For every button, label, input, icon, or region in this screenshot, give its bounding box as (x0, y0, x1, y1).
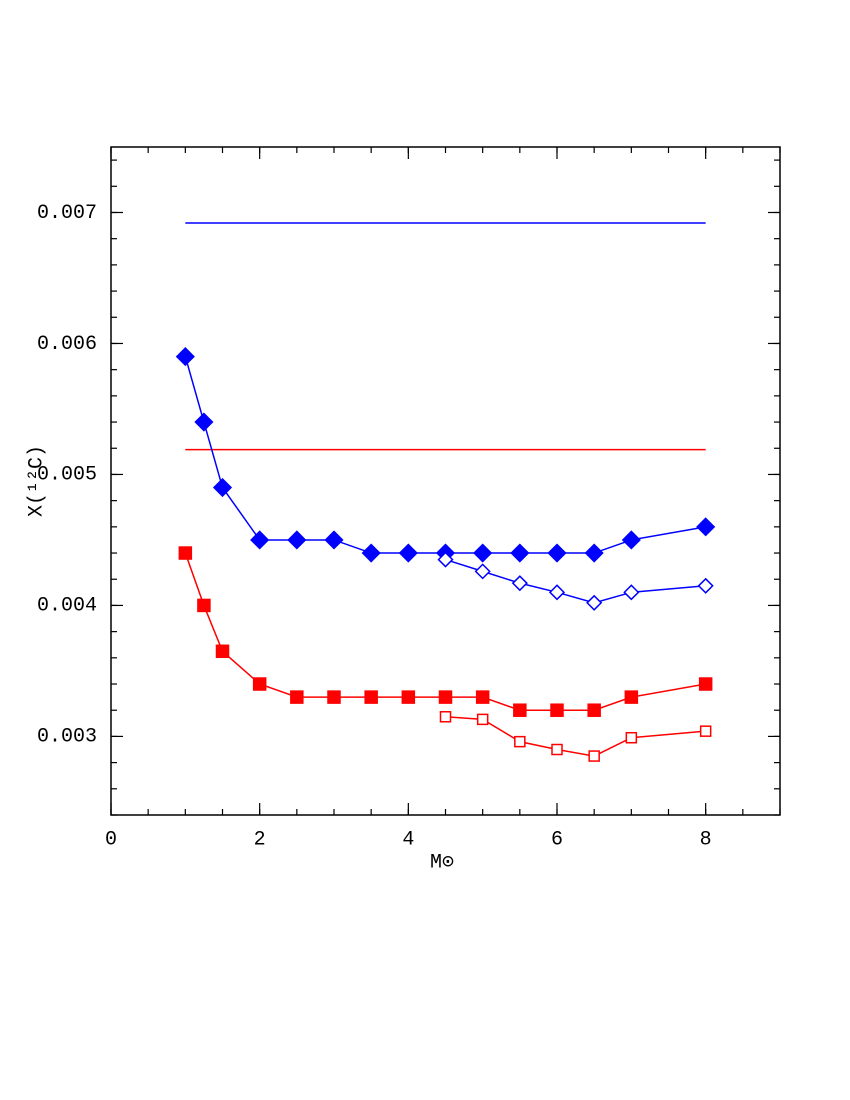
point-marker (584, 543, 604, 563)
point-marker (324, 530, 344, 550)
point-marker (197, 598, 211, 613)
point-marker (625, 731, 638, 744)
point-marker (287, 530, 307, 550)
point-marker (624, 690, 639, 704)
y-axis-label: X(¹²C) (25, 445, 48, 517)
point-marker (621, 530, 641, 550)
y-tick-label: 0.005 (37, 464, 97, 487)
x-axis-label: M⊙ (430, 851, 454, 874)
y-tick-label: 0.007 (37, 202, 97, 225)
point-marker (475, 690, 490, 704)
point-marker (696, 517, 716, 537)
point-marker (697, 577, 714, 594)
point-marker (587, 703, 601, 717)
x-tick-label: 4 (402, 828, 414, 851)
point-marker (438, 690, 453, 704)
point-marker (513, 703, 527, 717)
point-marker (398, 543, 418, 563)
point-marker (474, 563, 491, 580)
point-marker (212, 477, 233, 498)
point-marker (476, 713, 489, 726)
point-marker (514, 735, 526, 748)
point-marker (361, 543, 381, 563)
x-tick-label: 2 (254, 828, 266, 851)
point-marker (327, 690, 341, 704)
x-tick-label: 6 (551, 828, 563, 851)
point-marker (510, 543, 530, 563)
point-marker (588, 750, 600, 762)
point-marker (194, 412, 214, 432)
series-line (184, 356, 706, 554)
point-marker (175, 347, 195, 367)
point-marker (215, 644, 230, 659)
point-marker (364, 690, 378, 704)
point-marker (586, 594, 603, 611)
x-tick-label: 8 (700, 828, 712, 851)
point-marker (473, 543, 493, 563)
point-marker (623, 584, 640, 601)
point-marker (437, 551, 454, 568)
point-marker (439, 711, 452, 723)
point-marker (401, 690, 416, 704)
y-tick-label: 0.003 (37, 726, 97, 749)
point-marker (252, 677, 267, 691)
y-tick-label: 0.006 (37, 333, 97, 356)
point-marker (551, 743, 563, 756)
point-marker (547, 543, 567, 563)
x-tick-label: 0 (105, 828, 117, 851)
point-marker (550, 703, 564, 717)
point-marker (290, 690, 304, 704)
point-marker (250, 530, 270, 550)
point-marker (548, 584, 566, 601)
point-marker (699, 725, 712, 737)
point-marker (698, 677, 713, 691)
point-marker (178, 546, 193, 560)
y-tick-label: 0.004 (37, 595, 97, 618)
point-marker (511, 575, 528, 592)
